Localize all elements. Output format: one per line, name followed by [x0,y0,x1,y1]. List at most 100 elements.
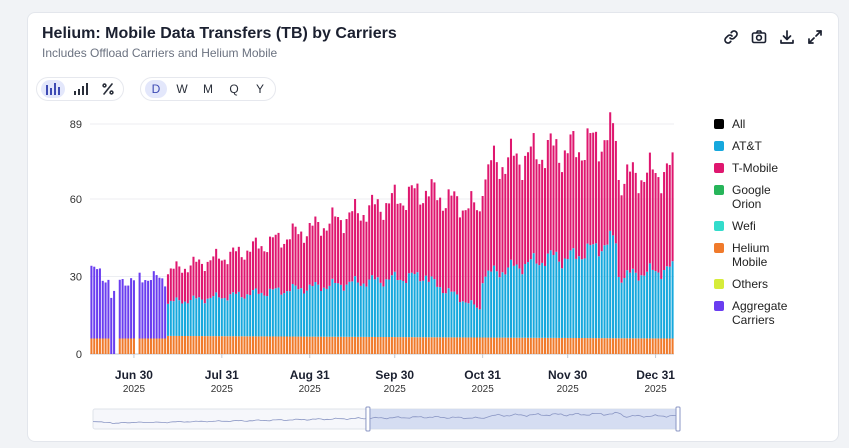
bar-att [518,268,521,338]
bar-helium-mobile [243,336,246,354]
bar-tmobile [521,179,524,275]
bar-aggregate-carriers [161,278,164,339]
bar-helium-mobile [563,337,566,354]
legend-item-tmobile[interactable]: T-Mobile [714,161,802,175]
bar-att [402,281,405,338]
bar-att [263,295,266,337]
bar-att [648,263,651,339]
bar-aggregate-carriers [110,297,113,354]
bar-tmobile [305,236,308,291]
bar-helium-mobile [427,337,430,354]
period-button-d[interactable]: D [145,80,167,98]
legend-swatch [714,221,724,231]
bar-att [524,264,527,338]
bar-att [339,284,342,337]
bar-helium-mobile [541,337,544,354]
bar-helium-mobile [234,336,238,354]
bar-tmobile [277,232,280,288]
x-tick-year: 2025 [299,384,322,395]
bar-chart-icon[interactable] [41,80,65,98]
bar-tmobile [654,173,657,272]
stacked-bar-icon[interactable] [69,80,93,98]
legend-item-others[interactable]: Others [714,277,802,291]
period-switcher: D W M Q Y [140,77,276,101]
bar-att [433,279,436,338]
bar-att [456,294,459,338]
legend-item-helium-mobile[interactable]: Helium Mobile [714,241,802,269]
bar-tmobile [215,248,218,293]
legend-item-wefi[interactable]: Wefi [714,219,802,233]
bar-tmobile [413,188,416,275]
x-tick-year: 2025 [557,384,580,395]
bar-tmobile [368,205,371,280]
legend-item-all[interactable]: All [714,117,802,131]
bar-tmobile [297,234,300,290]
bar-tmobile [427,196,430,282]
bar-helium-mobile [390,337,393,354]
bar-tmobile [631,162,634,269]
bar-att [325,288,328,337]
download-icon[interactable] [778,28,796,46]
bar-att [631,268,634,339]
bar-att [498,277,501,338]
bar-att [643,275,646,339]
bar-att [271,289,274,337]
bar-att [424,275,427,338]
bar-aggregate-carriers [93,266,96,339]
bar-helium-mobile [475,337,478,354]
period-button-y[interactable]: Y [255,82,264,96]
bar-helium-mobile [410,337,413,354]
legend-swatch [714,163,724,173]
bar-helium-mobile [362,336,365,354]
bar-tmobile [546,140,549,254]
bar-helium-mobile [305,336,308,354]
bar-tmobile [586,128,589,244]
bar-tmobile [407,186,410,274]
bar-tmobile [410,185,413,273]
bar-att [507,267,510,338]
percent-icon[interactable] [97,80,119,98]
bar-tmobile [470,191,473,301]
bar-helium-mobile [339,336,342,354]
bar-att [243,298,246,337]
bar-att [413,274,416,338]
bar-helium-mobile [617,338,620,354]
bar-helium-mobile [561,337,564,354]
period-button-q[interactable]: Q [229,82,239,96]
legend-item-google-orion[interactable]: Google Orion [714,183,802,211]
bar-helium-mobile [470,337,473,354]
bar-helium-mobile [529,337,532,354]
bar-helium-mobile [626,338,629,354]
navigator-handle-right [675,406,681,432]
bar-tmobile [195,261,198,299]
legend-item-aggregate-carriers[interactable]: Aggregate Carriers [714,299,802,327]
bar-tmobile [461,210,464,302]
bar-att [575,258,578,338]
camera-icon[interactable] [750,28,768,46]
bar-tmobile [433,182,436,280]
expand-icon[interactable] [806,28,824,46]
bar-att [351,281,354,337]
bar-helium-mobile [552,337,555,354]
bar-helium-mobile [572,337,575,354]
bar-helium-mobile [348,336,351,354]
period-button-w[interactable]: W [176,82,188,96]
bar-att [288,291,291,337]
bar-helium-mobile [623,338,626,354]
bar-tmobile [345,219,348,285]
bar-helium-mobile [589,338,592,354]
bar-helium-mobile [430,337,433,354]
bar-helium-mobile [498,337,501,354]
legend-item-att[interactable]: AT&T [714,139,802,153]
bar-att [257,293,260,337]
bar-tmobile [671,152,674,262]
bar-tmobile [226,264,229,301]
bar-helium-mobile [487,337,490,354]
bar-tmobile [269,236,272,289]
bar-helium-mobile [526,337,530,354]
bar-aggregate-carriers [127,285,130,339]
link-icon[interactable] [722,28,740,46]
bar-tmobile [529,146,532,260]
bar-helium-mobile [308,336,311,354]
period-button-m[interactable]: M [203,82,213,96]
